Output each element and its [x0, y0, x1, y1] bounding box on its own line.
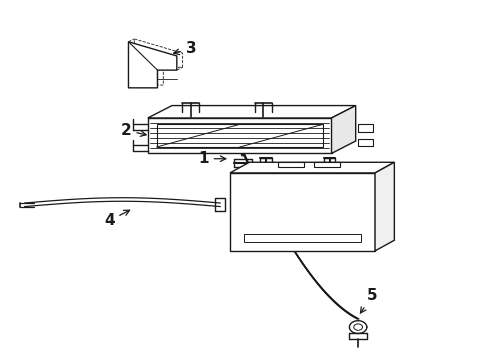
Polygon shape [229, 162, 393, 173]
Polygon shape [278, 162, 304, 167]
Polygon shape [128, 42, 177, 88]
Polygon shape [374, 162, 393, 251]
Polygon shape [313, 162, 340, 167]
Polygon shape [147, 105, 355, 118]
Text: 2: 2 [121, 123, 146, 138]
Text: 5: 5 [360, 288, 377, 313]
Polygon shape [229, 173, 374, 251]
Polygon shape [331, 105, 355, 153]
Polygon shape [147, 118, 331, 153]
Text: 1: 1 [198, 151, 225, 166]
Text: 4: 4 [103, 210, 129, 228]
Text: 3: 3 [173, 41, 196, 57]
Polygon shape [244, 234, 360, 242]
